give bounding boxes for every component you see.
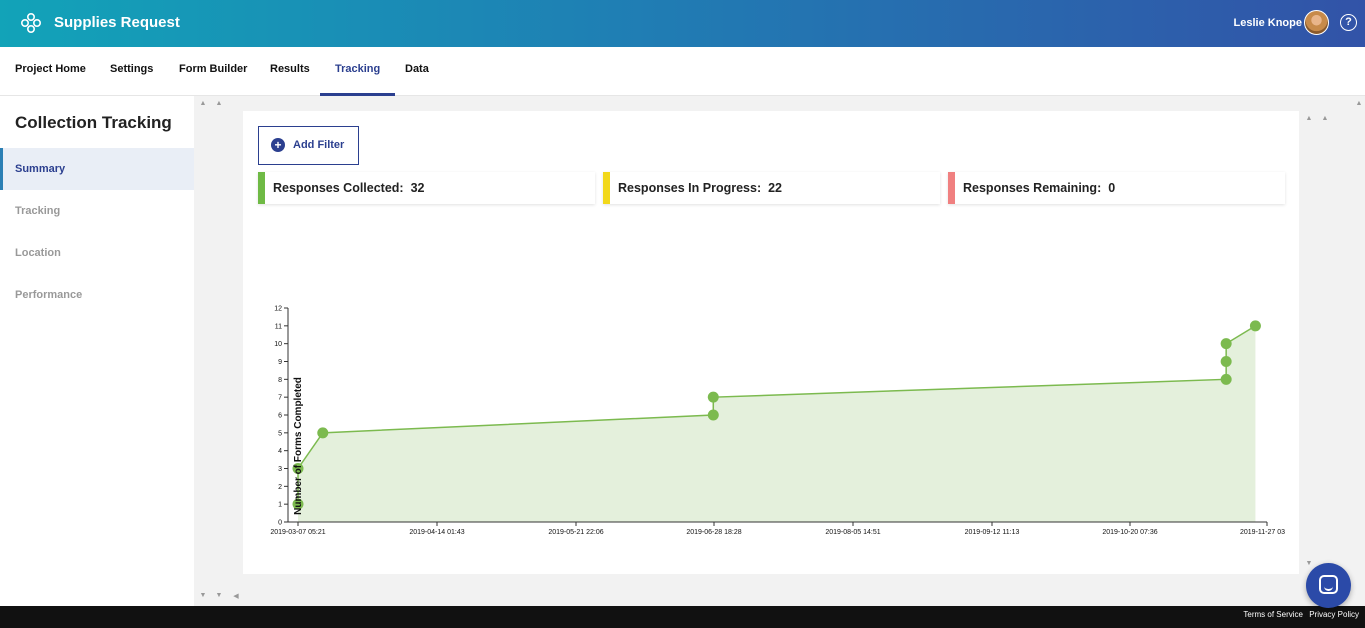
y-tick-label: 7	[278, 395, 282, 402]
scroll-up-icon[interactable]: ▲	[199, 100, 207, 107]
tab-data[interactable]: Data	[405, 63, 429, 75]
stat-responses-remaining: Responses Remaining: 0	[948, 172, 1285, 204]
scroll-down-icon[interactable]: ▼	[199, 592, 207, 599]
x-tick-label: 2019-05-21 22:06	[548, 529, 603, 536]
plus-icon: +	[271, 138, 285, 152]
y-tick-label: 5	[278, 430, 282, 437]
tab-form-builder[interactable]: Form Builder	[179, 63, 248, 75]
y-tick-label: 9	[278, 359, 282, 366]
app-header: Supplies Request Leslie Knope ?	[0, 0, 1365, 47]
tab-tracking[interactable]: Tracking	[320, 47, 396, 96]
scroll-up-icon[interactable]: ▲	[1305, 115, 1313, 122]
stat-color-bar	[948, 172, 955, 204]
y-tick-label: 3	[278, 466, 282, 473]
chat-icon	[1319, 575, 1338, 594]
sidebar: Collection Tracking Summary Tracking Loc…	[0, 96, 194, 606]
scroll-up-icon[interactable]: ▲	[1355, 100, 1363, 107]
sidebar-item-performance[interactable]: Performance	[15, 289, 83, 301]
x-tick-label: 2019-11-27 03	[1240, 529, 1285, 536]
y-tick-label: 1	[278, 502, 282, 509]
sidebar-item-summary[interactable]: Summary	[0, 148, 194, 190]
data-point	[292, 498, 304, 510]
area-fill	[298, 325, 1256, 522]
y-tick-label: 11	[275, 323, 282, 330]
data-point	[317, 427, 329, 439]
add-filter-button[interactable]: + Add Filter	[258, 126, 359, 165]
scroll-up-icon[interactable]: ▲	[215, 100, 223, 107]
stat-color-bar	[258, 172, 265, 204]
y-axis-label: Number of Forms Completed	[293, 377, 304, 515]
user-name[interactable]: Leslie Knope	[1233, 17, 1302, 29]
stat-label: Responses Remaining:	[963, 181, 1102, 195]
scroll-down-icon[interactable]: ▼	[1305, 560, 1313, 567]
x-tick-label: 2019-08-05 14:51	[825, 529, 880, 536]
y-tick-label: 6	[278, 413, 282, 420]
data-point	[707, 409, 719, 421]
stat-color-bar	[603, 172, 610, 204]
footer: Terms of Service Privacy Policy	[0, 606, 1365, 628]
data-point	[1220, 356, 1232, 367]
terms-link[interactable]: Terms of Service	[1243, 610, 1303, 619]
help-icon[interactable]: ?	[1340, 14, 1357, 31]
stat-responses-in-progress: Responses In Progress: 22	[603, 172, 940, 204]
add-filter-label: Add Filter	[293, 139, 345, 151]
data-point	[1249, 320, 1261, 332]
x-tick-label: 2019-04-14 01:43	[409, 529, 464, 536]
tab-settings[interactable]: Settings	[110, 63, 154, 75]
data-point	[707, 391, 719, 403]
tab-project-home[interactable]: Project Home	[15, 63, 86, 75]
y-tick-label: 8	[278, 377, 282, 384]
x-tick-label: 2019-10-20 07:36	[1102, 529, 1157, 536]
y-tick-label: 4	[278, 448, 282, 455]
app-title: Supplies Request	[54, 14, 180, 31]
x-tick-label: 2019-03-07 05:21	[270, 529, 325, 536]
data-point	[292, 463, 304, 474]
app-logo-icon[interactable]	[20, 12, 42, 34]
y-tick-label: 10	[274, 341, 282, 348]
data-point	[1220, 373, 1232, 385]
scroll-down-icon[interactable]: ▼	[215, 592, 223, 599]
privacy-link[interactable]: Privacy Policy	[1309, 610, 1359, 619]
y-tick-label: 2	[278, 484, 282, 491]
scroll-left-icon[interactable]: ◀	[233, 593, 239, 600]
sidebar-title: Collection Tracking	[15, 113, 172, 132]
stat-responses-collected: Responses Collected: 32	[258, 172, 595, 204]
x-tick-label: 2019-06-28 18:28	[686, 529, 741, 536]
scroll-up-icon[interactable]: ▲	[1321, 115, 1329, 122]
chat-button[interactable]	[1306, 563, 1351, 608]
stat-value: 32	[410, 181, 425, 195]
stat-label: Responses In Progress:	[618, 181, 762, 195]
stat-value: 22	[768, 181, 783, 195]
stat-value: 0	[1108, 181, 1116, 195]
data-point	[1220, 338, 1232, 350]
y-tick-label: 12	[274, 306, 282, 313]
y-tick-label: 0	[278, 520, 282, 527]
stat-label: Responses Collected:	[273, 181, 404, 195]
sidebar-item-location[interactable]: Location	[15, 247, 61, 259]
x-tick-label: 2019-09-12 11:13	[965, 529, 1020, 536]
main-nav: Project Home Settings Form Builder Resul…	[0, 47, 1365, 96]
tab-results[interactable]: Results	[270, 63, 310, 75]
sidebar-item-tracking[interactable]: Tracking	[15, 205, 61, 217]
avatar[interactable]	[1304, 10, 1329, 35]
